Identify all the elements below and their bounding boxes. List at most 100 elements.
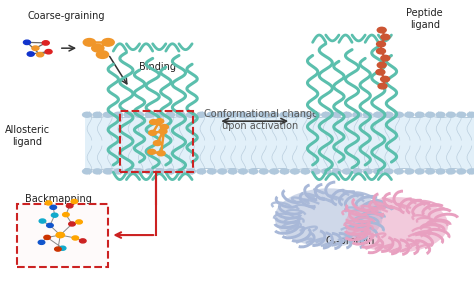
Circle shape <box>186 168 196 175</box>
Circle shape <box>352 112 363 118</box>
Circle shape <box>155 112 165 118</box>
Circle shape <box>279 168 290 175</box>
Circle shape <box>248 112 258 118</box>
Circle shape <box>103 112 113 118</box>
Circle shape <box>175 168 186 175</box>
Circle shape <box>113 168 123 175</box>
Circle shape <box>435 168 446 175</box>
Circle shape <box>80 239 86 243</box>
Circle shape <box>82 168 92 175</box>
Ellipse shape <box>345 197 448 253</box>
Circle shape <box>45 50 52 54</box>
Circle shape <box>300 112 310 118</box>
Circle shape <box>310 112 321 118</box>
Circle shape <box>36 53 44 57</box>
Circle shape <box>363 168 373 175</box>
Circle shape <box>56 232 64 238</box>
Circle shape <box>290 112 300 118</box>
Circle shape <box>157 151 165 156</box>
Circle shape <box>466 168 474 175</box>
Circle shape <box>394 168 404 175</box>
Circle shape <box>63 213 69 217</box>
Circle shape <box>123 112 134 118</box>
Circle shape <box>383 112 393 118</box>
Circle shape <box>321 112 331 118</box>
Text: Backmapping: Backmapping <box>26 194 92 204</box>
Circle shape <box>259 112 269 118</box>
Circle shape <box>352 168 363 175</box>
Circle shape <box>39 219 46 223</box>
Text: Coarse-graining: Coarse-graining <box>27 11 105 21</box>
Circle shape <box>44 235 50 239</box>
Circle shape <box>415 112 425 118</box>
Circle shape <box>377 62 386 68</box>
Circle shape <box>269 168 279 175</box>
Circle shape <box>134 112 144 118</box>
Bar <box>17 204 108 267</box>
Circle shape <box>160 124 168 130</box>
Circle shape <box>238 168 248 175</box>
Circle shape <box>102 39 114 46</box>
Circle shape <box>228 168 238 175</box>
Circle shape <box>38 240 45 244</box>
Circle shape <box>159 129 167 134</box>
Circle shape <box>228 112 238 118</box>
Circle shape <box>415 168 425 175</box>
Circle shape <box>92 112 102 118</box>
Circle shape <box>55 247 61 251</box>
Text: Binding: Binding <box>138 62 175 72</box>
Circle shape <box>269 112 279 118</box>
Circle shape <box>217 168 228 175</box>
Circle shape <box>376 69 385 75</box>
Ellipse shape <box>274 188 383 247</box>
Circle shape <box>134 168 144 175</box>
Circle shape <box>144 168 155 175</box>
Circle shape <box>50 205 56 209</box>
Text: Gₛ-protein: Gₛ-protein <box>325 236 374 246</box>
Circle shape <box>51 213 58 217</box>
Circle shape <box>156 119 164 124</box>
Circle shape <box>342 168 352 175</box>
Circle shape <box>46 201 52 205</box>
Circle shape <box>46 223 53 227</box>
Circle shape <box>92 168 102 175</box>
Circle shape <box>300 168 310 175</box>
Circle shape <box>279 112 290 118</box>
Circle shape <box>259 168 269 175</box>
Circle shape <box>154 140 161 145</box>
Circle shape <box>42 41 49 45</box>
Circle shape <box>66 204 73 208</box>
Circle shape <box>59 246 66 250</box>
Circle shape <box>196 168 207 175</box>
Bar <box>85 117 474 169</box>
Circle shape <box>363 112 373 118</box>
Circle shape <box>310 168 321 175</box>
Circle shape <box>150 120 158 125</box>
Circle shape <box>96 51 109 58</box>
Circle shape <box>425 112 435 118</box>
Circle shape <box>238 112 248 118</box>
Circle shape <box>377 27 386 33</box>
Circle shape <box>155 168 165 175</box>
Circle shape <box>331 112 342 118</box>
Bar <box>120 111 192 172</box>
Circle shape <box>69 222 75 226</box>
Circle shape <box>165 168 175 175</box>
Circle shape <box>404 112 414 118</box>
Circle shape <box>149 130 157 135</box>
Circle shape <box>91 44 104 52</box>
Circle shape <box>113 112 123 118</box>
Circle shape <box>76 220 82 224</box>
Circle shape <box>331 168 342 175</box>
Circle shape <box>376 48 385 54</box>
Circle shape <box>144 112 155 118</box>
Circle shape <box>435 112 446 118</box>
Circle shape <box>186 112 196 118</box>
Circle shape <box>378 84 387 89</box>
Circle shape <box>290 168 300 175</box>
Circle shape <box>83 39 95 46</box>
Circle shape <box>82 112 92 118</box>
Circle shape <box>466 112 474 118</box>
Circle shape <box>425 168 435 175</box>
Circle shape <box>446 112 456 118</box>
